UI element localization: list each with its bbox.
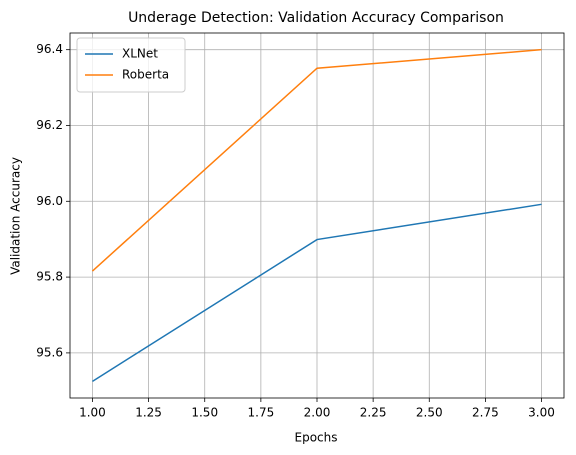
y-tick-label: 96.4 xyxy=(36,42,63,56)
y-tick-label: 96.2 xyxy=(36,118,63,132)
x-tick-label: 3.00 xyxy=(528,406,555,420)
y-tick-label: 96.0 xyxy=(36,194,63,208)
x-tick-label: 2.50 xyxy=(416,406,443,420)
plot xyxy=(91,48,542,382)
legend-label: XLNet xyxy=(122,47,158,61)
grid xyxy=(70,33,564,398)
legend-label: Roberta xyxy=(122,68,169,82)
y-tick-label: 95.8 xyxy=(36,270,63,284)
legend-box xyxy=(76,37,186,93)
y-tick-label: 95.6 xyxy=(36,345,63,359)
x-tick-label: 1.25 xyxy=(135,406,162,420)
series-line xyxy=(92,203,542,382)
x-tick-label: 1.75 xyxy=(248,406,275,420)
x-tick-label: 1.50 xyxy=(191,406,218,420)
x-tick-label: 2.00 xyxy=(304,406,331,420)
x-tick-label: 2.75 xyxy=(472,406,499,420)
x-tick-label: 2.25 xyxy=(360,406,387,420)
y-axis-label: Validation Accuracy xyxy=(9,157,23,275)
series-line xyxy=(91,48,542,272)
x-axis-label: Epochs xyxy=(295,431,338,445)
legend: XLNet Roberta xyxy=(76,37,186,93)
x-tick-label: 1.00 xyxy=(79,406,106,420)
chart-title: Underage Detection: Validation Accuracy … xyxy=(128,10,504,26)
